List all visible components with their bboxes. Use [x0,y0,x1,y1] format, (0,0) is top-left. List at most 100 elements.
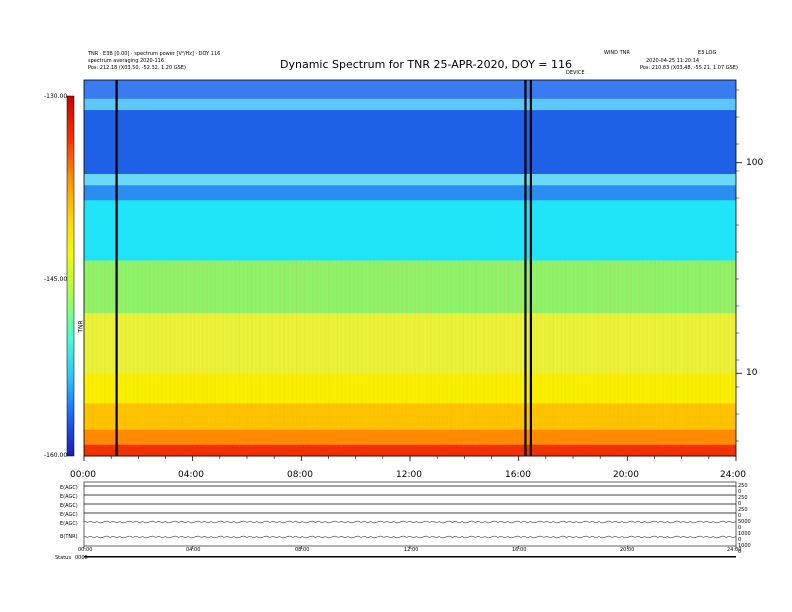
spectrum-texture [528,260,530,449]
spectrum-texture [670,260,672,449]
colorbar-tick-label: -145.00 [44,276,68,283]
spectrum-texture [731,260,734,449]
spectrum-texture [597,260,599,449]
panel-x-tick: 12:00 [404,547,419,553]
spectrum-texture [532,260,534,449]
spectrum-texture [263,260,265,449]
spectrum-texture [723,260,725,449]
spectrum-texture [344,260,346,449]
spectrum-texture [507,260,509,449]
spectrum-texture [503,260,505,449]
spectrum-texture [434,260,436,449]
spectrum-texture [120,260,122,449]
spectrum-band [84,200,736,261]
spectrum-band [84,98,736,111]
spectrum-texture [365,260,367,449]
spectrum-texture [568,260,571,449]
status-value: 0000 [75,555,88,561]
colorbar [66,95,75,457]
spectrum-texture [552,260,554,449]
spectrum-texture [446,260,448,449]
lower-panel [83,481,737,558]
panel-x-tick: 24:00 [727,547,742,553]
spectrum-texture [108,260,110,449]
spectrogram-area [84,80,736,457]
spectrum-texture [678,260,681,449]
spectrum-texture [613,260,615,449]
spectrum-texture [483,260,485,449]
spectrum-texture [255,260,257,449]
spectrum-texture [442,260,444,449]
spectrum-texture [674,260,677,449]
spectrum-texture [385,260,387,449]
spectrum-texture [381,260,383,449]
spectrum-texture [536,260,538,449]
spectrum-texture [198,260,200,449]
x-tick-label: 12:00 [396,470,422,480]
panel-x-tick: 20:00 [620,547,635,553]
spectrum-texture [491,260,493,449]
spectrum-texture [206,260,208,449]
y-tick-label: 10 [746,368,758,378]
spectrum-texture [194,260,196,449]
spectrum-texture [410,260,412,449]
spectrum-texture [308,260,310,449]
colorbar-scale [66,95,75,457]
spectrum-texture [727,260,730,449]
spectrum-band [84,429,736,446]
spectrum-texture [418,260,420,449]
colorbar-tick-label: -160.00 [44,452,68,459]
spectrum-texture [471,260,473,449]
panel-row-label: E(AGC) [60,494,78,500]
spectrum-texture [96,260,98,449]
header-left-line-1: TNR · E3B [0.00] · spectrum power [V²/Hz… [88,51,221,57]
spectrum-texture [426,260,428,449]
spectrum-texture [336,260,338,449]
spectrum-texture [711,260,713,449]
spectrum-texture [173,260,175,449]
spectrum-texture [291,260,294,449]
spectrum-texture [430,260,432,449]
status-bar [84,556,736,558]
header-left-line-2: spectrum averaging 2020-116 [88,58,165,64]
spectrum-texture [234,260,236,449]
spectrum-texture [438,260,440,449]
spectrum-texture [560,260,562,449]
spectrum-texture [589,260,591,449]
spectrum-texture [630,260,632,449]
y-tick-label: 100 [746,158,764,168]
spectrum-texture [389,260,391,449]
spectrum-texture [136,260,139,449]
panel-x-tick: 04:00 [186,547,201,553]
spectrum-texture [397,260,399,449]
spectrum-texture [511,260,514,449]
spectrum-texture [585,260,587,449]
panel-right-tick: 0 [738,549,742,555]
panel-right-tick: 0 [738,525,742,531]
spectrum-texture [499,260,501,449]
spectrum-texture [687,260,689,449]
spectrum-texture [401,260,404,449]
spectrum-band [84,185,736,201]
spectrum-texture [153,260,155,449]
spectrum-texture [458,260,461,449]
panel-right-tick: 5000 [738,519,751,525]
plot-axes [83,79,742,461]
colorbar-tick-label: -130.00 [44,93,68,100]
spectrum-texture [287,260,289,449]
header-right-line-3: 2020-04-25 11:20:14 [646,58,700,64]
spectrum-texture [242,260,245,449]
spectrum-texture [267,260,269,449]
spectrum-band [84,260,736,314]
spectrum-texture [495,260,497,449]
spectrum-texture [84,260,86,449]
header-right-line-2: E3 LOG [698,50,717,56]
spectrum-texture [88,260,90,449]
spectrum-texture [230,260,232,449]
spectrum-texture [638,260,640,449]
spectrum-texture [650,260,652,449]
spectrum-texture [145,260,147,449]
spectrum-texture [369,260,371,449]
spectrum-texture [226,260,228,449]
spectrum-texture [621,260,624,449]
